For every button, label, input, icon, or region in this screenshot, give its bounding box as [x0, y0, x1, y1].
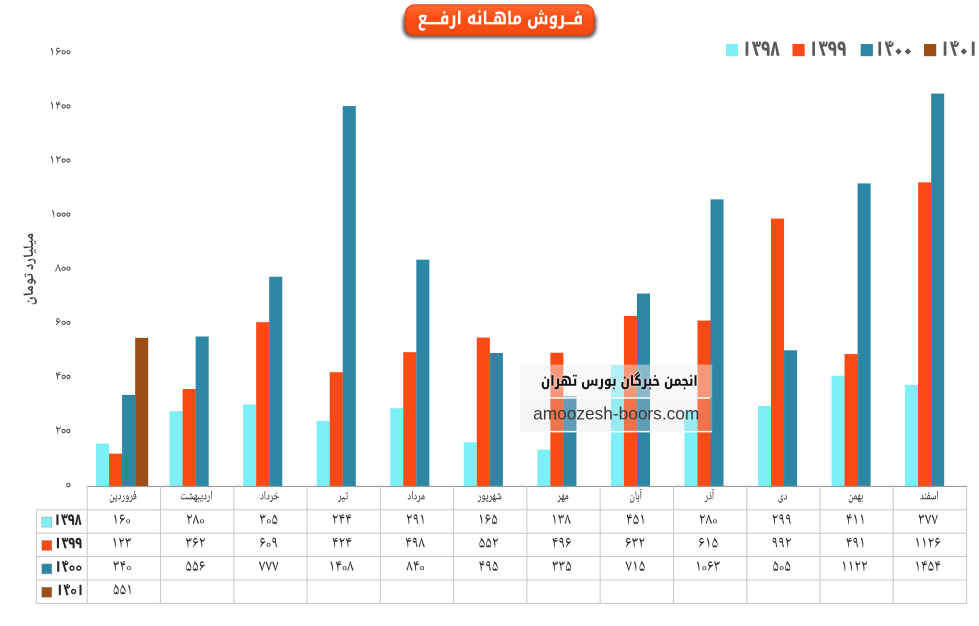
svg-text:amoozesh-boors.com: amoozesh-boors.com	[533, 404, 699, 424]
